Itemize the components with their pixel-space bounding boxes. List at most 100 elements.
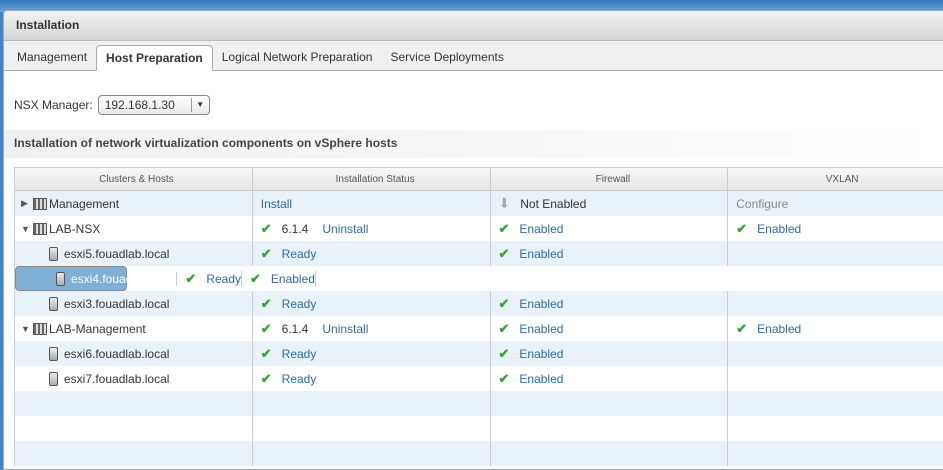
cluster-icon: [33, 322, 47, 335]
firewall-status[interactable]: Enabled: [519, 296, 564, 311]
table-header: Clusters & Hosts Installation Status Fir…: [15, 168, 943, 191]
tab-logical-network-preparation[interactable]: Logical Network Preparation: [221, 50, 373, 64]
check-icon: ✔: [260, 345, 272, 361]
check-icon: ✔: [498, 245, 510, 261]
uninstall-link[interactable]: Uninstall: [322, 221, 369, 236]
tab-host-preparation[interactable]: Host Preparation: [96, 45, 213, 71]
status-ready[interactable]: Ready: [281, 346, 317, 361]
cell-name: esxi3.fouadlab.local: [15, 291, 253, 316]
cell-install-status: ✔ Ready: [253, 366, 491, 391]
empty-row: [15, 441, 943, 466]
cell-name: esxi6.fouadlab.local: [15, 341, 253, 366]
vxlan-status[interactable]: Configure: [736, 196, 789, 211]
cell-vxlan: ✔ Enabled: [728, 216, 943, 241]
installation-panel: Installation Management Host Preparation L…: [3, 10, 943, 470]
cell-firewall: ✔ Enabled: [491, 341, 729, 366]
check-icon: ✔: [498, 345, 510, 361]
chevron-down-icon[interactable]: ▼: [190, 98, 209, 112]
column-header[interactable]: Firewall: [491, 168, 729, 190]
firewall-status[interactable]: Enabled: [519, 246, 564, 261]
firewall-status: Not Enabled: [520, 196, 587, 211]
panel-title: Installation: [4, 11, 943, 41]
column-header[interactable]: Installation Status: [253, 168, 491, 190]
cell-firewall: ✔ Enabled: [242, 270, 316, 287]
table-row[interactable]: esxi5.fouadlab.local ✔ Ready ✔ Enabled: [15, 241, 943, 266]
table-row[interactable]: esxi6.fouadlab.local ✔ Ready ✔ Enabled: [15, 341, 943, 366]
table-row[interactable]: ▶ Management Install ⬇ Not Enabled Configure: [15, 191, 943, 216]
cell-name: esxi4.fouadlab.local: [22, 271, 178, 286]
tab-management[interactable]: Management: [17, 50, 88, 64]
table-row[interactable]: ▼ LAB-NSX ✔ 6.1.4 Uninstall ✔ Enabled ✔ Enabled: [15, 216, 943, 241]
cell-install-status: ✔ Ready: [253, 241, 491, 266]
cell-vxlan: ✔ Enabled: [728, 316, 943, 341]
cell-firewall: ✔ Enabled: [491, 366, 729, 391]
collapsed-icon[interactable]: ▶: [21, 198, 28, 208]
cell-vxlan: [728, 366, 943, 391]
version-text: 6.1.4: [281, 321, 309, 336]
cell-firewall: ✔ Enabled: [491, 316, 729, 341]
cell-vxlan: [728, 341, 943, 366]
check-icon: ✔: [260, 320, 272, 336]
cell-name: esxi7.fouadlab.local: [15, 366, 253, 391]
nsx-manager-selector: NSX Manager: 192.168.1.30 ▼: [14, 95, 210, 115]
firewall-status[interactable]: Enabled: [270, 271, 315, 286]
nsx-manager-label: NSX Manager:: [14, 98, 93, 112]
nsx-manager-dropdown[interactable]: 192.168.1.30 ▼: [97, 95, 210, 115]
section-subtitle: Installation of network virtualization c…: [4, 130, 943, 158]
check-icon: ✔: [498, 220, 510, 236]
check-icon: ✔: [498, 295, 510, 311]
install-link[interactable]: Install: [260, 196, 293, 211]
host-icon: [49, 371, 58, 386]
cluster-name: Management: [49, 196, 120, 211]
cell-install-status: ✔ 6.1.4 Uninstall: [253, 216, 491, 241]
uninstall-link[interactable]: Uninstall: [322, 321, 369, 336]
cell-install-status: ✔ Ready: [253, 341, 491, 366]
host-name: esxi3.fouadlab.local: [64, 296, 170, 311]
table-row[interactable]: ▼ LAB-Management ✔ 6.1.4 Uninstall ✔ Enabled ✔ E…: [15, 316, 943, 341]
table-row[interactable]: esxi4.fouadlab.local ✔ Ready ✔ Enabled: [15, 266, 316, 291]
expanded-icon[interactable]: ▼: [21, 223, 30, 234]
cell-firewall: ✔ Enabled: [491, 291, 729, 316]
expanded-icon[interactable]: ▼: [21, 323, 30, 334]
cell-install-status: Install: [253, 191, 491, 216]
cell-firewall: ✔ Enabled: [491, 216, 729, 241]
check-icon: ✔: [498, 320, 510, 336]
table-row[interactable]: esxi3.fouadlab.local ✔ Ready ✔ Enabled: [15, 291, 943, 316]
vxlan-status[interactable]: Enabled: [757, 321, 802, 336]
host-icon: [56, 271, 65, 286]
cell-vxlan: [728, 241, 943, 266]
host-icon: [49, 346, 58, 361]
firewall-status[interactable]: Enabled: [519, 346, 564, 361]
cluster-icon: [33, 197, 47, 210]
nsx-manager-value: 192.168.1.30: [104, 98, 175, 112]
cluster-name: LAB-Management: [49, 321, 146, 336]
check-icon: ✔: [185, 270, 197, 286]
status-ready[interactable]: Ready: [281, 371, 317, 386]
status-ready[interactable]: Ready: [281, 296, 317, 311]
check-icon: ✔: [736, 220, 748, 236]
top-bar: [0, 0, 943, 12]
host-icon: [49, 246, 58, 261]
cell-firewall: ✔ Enabled: [491, 241, 729, 266]
empty-row: [15, 391, 943, 416]
status-ready[interactable]: Ready: [206, 271, 241, 286]
cell-install-status: ✔ 6.1.4 Uninstall: [253, 316, 491, 341]
cell-install-status: ✔ Ready: [177, 270, 242, 287]
cluster-name: LAB-NSX: [49, 221, 101, 236]
column-header[interactable]: VXLAN: [728, 168, 943, 190]
vxlan-status[interactable]: Enabled: [757, 221, 802, 236]
firewall-status[interactable]: Enabled: [519, 371, 564, 386]
table-row[interactable]: esxi7.fouadlab.local ✔ Ready ✔ Enabled: [15, 366, 943, 391]
version-text: 6.1.4: [281, 221, 309, 236]
column-header[interactable]: Clusters & Hosts: [15, 168, 253, 190]
check-icon: ✔: [250, 270, 261, 286]
status-ready[interactable]: Ready: [281, 246, 317, 261]
hosts-table: Clusters & Hosts Installation Status Fir…: [14, 167, 943, 466]
tab-service-deployments[interactable]: Service Deployments: [390, 50, 504, 64]
firewall-status[interactable]: Enabled: [519, 321, 564, 336]
host-name: esxi7.fouadlab.local: [64, 371, 170, 386]
firewall-status[interactable]: Enabled: [519, 221, 564, 236]
check-icon: ✔: [260, 220, 272, 236]
host-name: esxi4.fouadlab.local: [71, 271, 177, 286]
cell-name: ▼ LAB-Management: [15, 316, 253, 341]
